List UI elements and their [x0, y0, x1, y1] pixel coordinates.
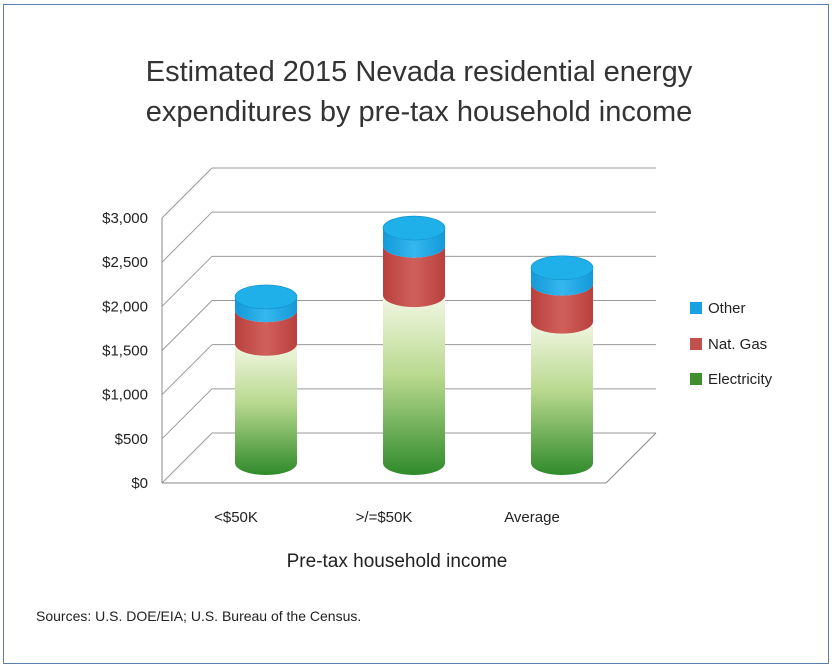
legend-swatch-other: [690, 302, 702, 314]
chart-title-line-1: Estimated 2015 Nevada residential energy: [145, 56, 693, 88]
bar-top-cap-1: [382, 215, 446, 241]
bar-stack-2: [530, 255, 594, 475]
legend-swatch-electricity: [690, 373, 702, 385]
x-tick-label: Average: [504, 509, 560, 526]
gridline-side-0: [161, 432, 213, 484]
bar-chart: $0 $500 $1,000 $1,500 $2,000 $2,500 $3,000 <$50…: [102, 167, 773, 572]
y-tick-label: $2,500: [102, 254, 148, 271]
bar-segment-nat-gas-0: [235, 310, 297, 356]
y-tick-label: $500: [115, 431, 148, 448]
y-tick-label: $1,500: [102, 343, 148, 360]
gridline-side-2: [161, 344, 213, 396]
source-note: Sources: U.S. DOE/EIA; U.S. Bureau of th…: [36, 608, 362, 624]
gridline-side-1: [161, 388, 213, 440]
bar-segment-other-0: [235, 296, 297, 323]
bar-stack-0: [234, 284, 298, 475]
axes: $0 $500 $1,000 $1,500 $2,000 $2,500 $3,000 <$50…: [102, 210, 657, 526]
gridline-side-5: [161, 211, 213, 263]
legend-entry: Electricity: [708, 371, 773, 388]
gridline-side-6: [161, 167, 213, 219]
legend: Other Nat. Gas Electricity: [690, 300, 773, 388]
bar-stack-1: [382, 215, 446, 475]
x-tick-label: >/=$50K: [356, 509, 413, 526]
gridline-side-3: [161, 300, 213, 351]
legend-entry: Nat. Gas: [708, 336, 767, 353]
gridline-side-4: [161, 255, 213, 307]
bars: [234, 215, 594, 475]
bar-top-cap-0: [234, 284, 298, 310]
bar-segment-electricity-1: [383, 295, 445, 475]
x-tick-label: <$50K: [214, 509, 258, 526]
bar-segment-other-2: [531, 267, 593, 296]
bar-segment-electricity-0: [235, 343, 297, 475]
y-tick-label: $3,000: [102, 210, 148, 227]
y-tick-label: $2,000: [102, 298, 148, 315]
x-axis-label: Pre-tax household income: [287, 551, 508, 572]
bar-segment-nat-gas-2: [531, 283, 593, 334]
chart-title-line-2: expenditures by pre-tax household income: [145, 96, 693, 128]
bar-segment-other-1: [383, 228, 445, 258]
bar-top-cap-2: [530, 255, 594, 281]
legend-entry: Other: [708, 300, 746, 317]
legend-swatch-nat-gas: [690, 338, 702, 350]
floor-right-edge: [605, 432, 657, 484]
bar-segment-nat-gas-1: [383, 245, 445, 308]
bar-segment-electricity-2: [531, 321, 593, 475]
y-tick-label: $1,000: [102, 387, 148, 404]
y-tick-label: $0: [131, 475, 148, 492]
